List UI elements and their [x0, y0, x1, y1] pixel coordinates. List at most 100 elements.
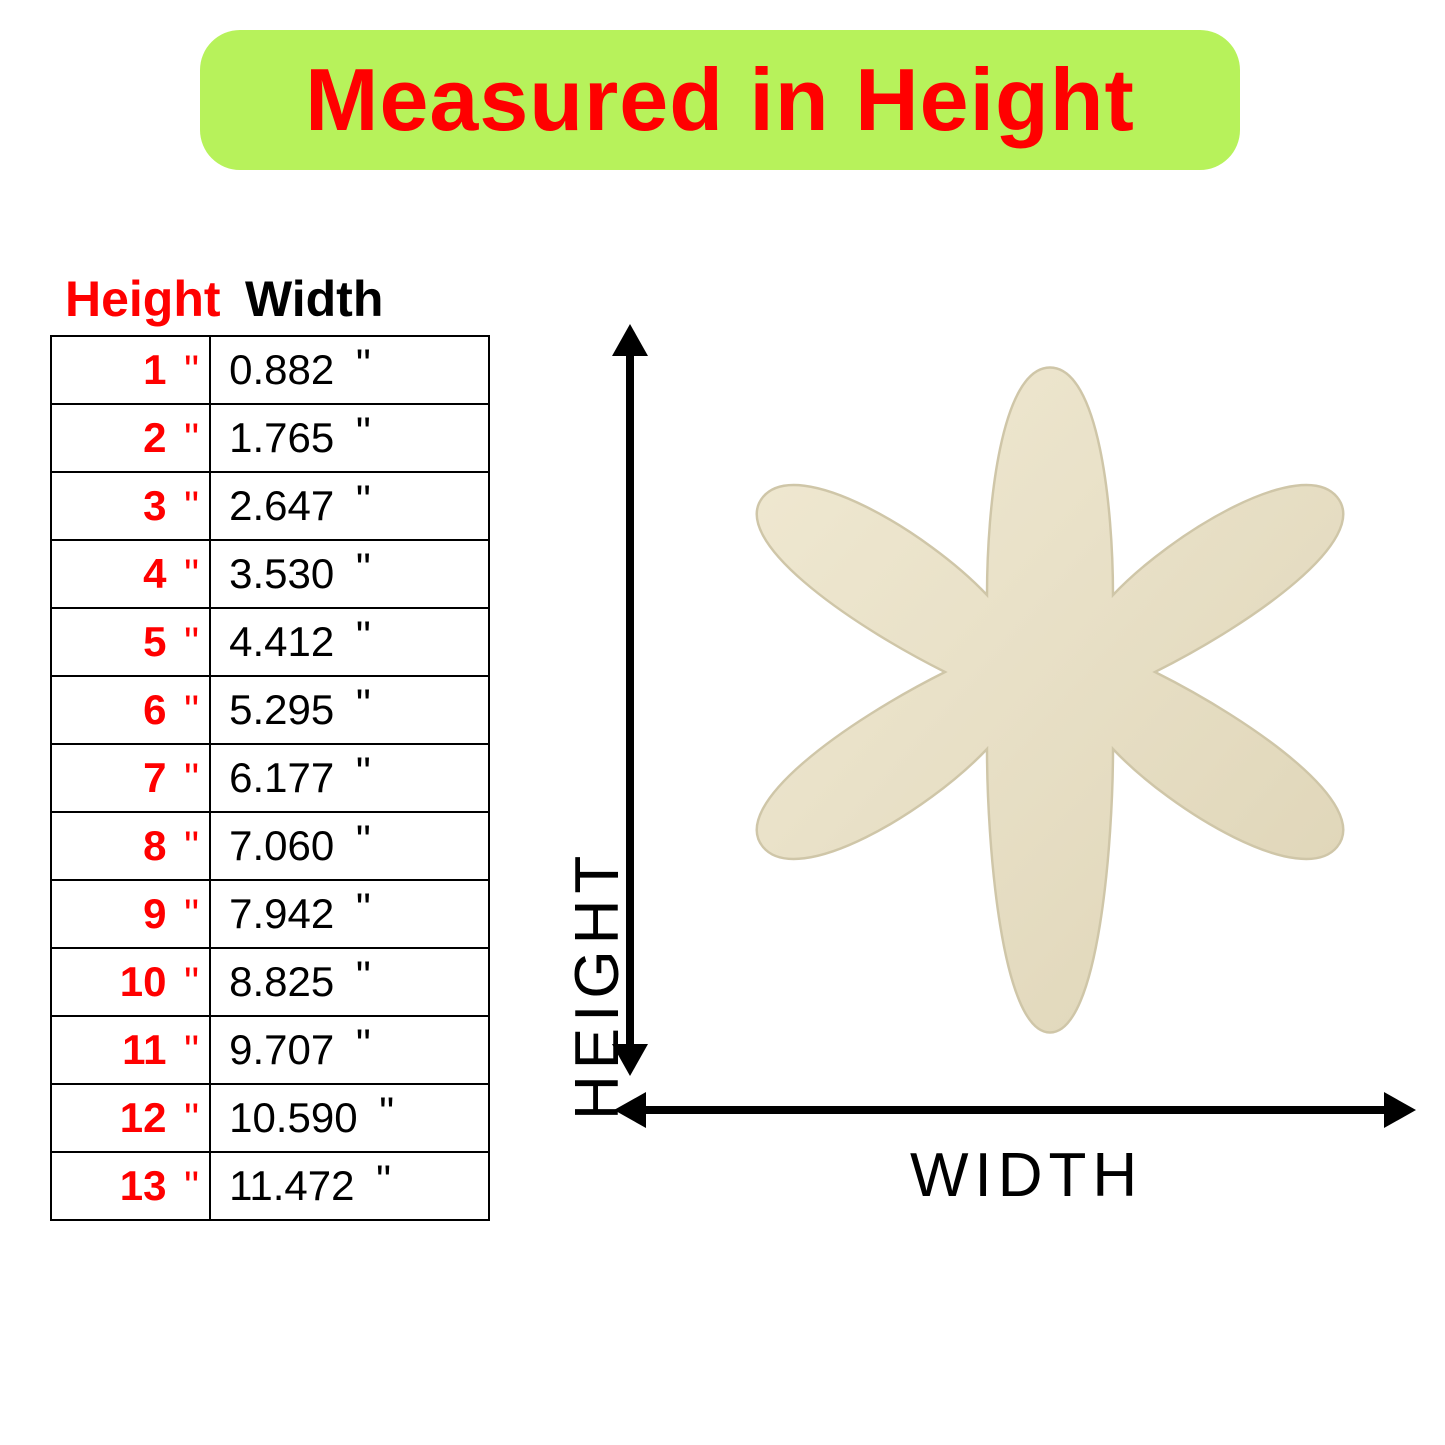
height-value: 3	[143, 482, 166, 529]
height-value: 4	[143, 550, 166, 597]
table-row: 10 "8.825 "	[51, 948, 489, 1016]
height-cell: 13 "	[51, 1152, 210, 1220]
unit-mark: "	[334, 340, 371, 387]
table-row: 8 "7.060 "	[51, 812, 489, 880]
width-value: 6.177	[229, 754, 334, 801]
height-value: 5	[143, 618, 166, 665]
title-banner: Measured in Height	[200, 30, 1240, 170]
arrow-tip-right-icon	[1384, 1092, 1416, 1128]
height-cell: 1 "	[51, 336, 210, 404]
width-cell: 3.530 "	[210, 540, 489, 608]
height-value: 13	[120, 1162, 167, 1209]
width-cell: 11.472 "	[210, 1152, 489, 1220]
width-value: 1.765	[229, 414, 334, 461]
width-value: 11.472	[229, 1162, 354, 1209]
height-value: 7	[143, 754, 166, 801]
width-cell: 10.590 "	[210, 1084, 489, 1152]
width-cell: 2.647 "	[210, 472, 489, 540]
width-cell: 9.707 "	[210, 1016, 489, 1084]
height-cell: 12 "	[51, 1084, 210, 1152]
unit-mark: "	[167, 346, 200, 393]
width-value: 2.647	[229, 482, 334, 529]
width-value: 10.590	[229, 1094, 357, 1141]
unit-mark: "	[167, 822, 200, 869]
product-shape-flower-icon	[700, 350, 1400, 1050]
height-cell: 3 "	[51, 472, 210, 540]
unit-mark: "	[334, 408, 371, 455]
height-value: 2	[143, 414, 166, 461]
height-value: 10	[120, 958, 167, 1005]
unit-mark: "	[334, 680, 371, 727]
height-value: 12	[120, 1094, 167, 1141]
table-header-width: Width	[245, 270, 383, 328]
unit-mark: "	[334, 476, 371, 523]
table-row: 1 "0.882 "	[51, 336, 489, 404]
size-table-body: 1 "0.882 "2 "1.765 "3 "2.647 "4 "3.530 "…	[51, 336, 489, 1220]
unit-mark: "	[167, 1026, 200, 1073]
table-row: 7 "6.177 "	[51, 744, 489, 812]
table-row: 6 "5.295 "	[51, 676, 489, 744]
height-label: HEIGHT	[562, 850, 633, 1120]
width-value: 3.530	[229, 550, 334, 597]
unit-mark: "	[167, 1094, 200, 1141]
width-cell: 7.942 "	[210, 880, 489, 948]
unit-mark: "	[167, 550, 200, 597]
unit-mark: "	[334, 1020, 371, 1067]
width-value: 9.707	[229, 1026, 334, 1073]
height-cell: 9 "	[51, 880, 210, 948]
unit-mark: "	[167, 686, 200, 733]
unit-mark: "	[334, 952, 371, 999]
unit-mark: "	[167, 754, 200, 801]
height-cell: 10 "	[51, 948, 210, 1016]
table-header-height: Height	[65, 270, 221, 328]
width-value: 8.825	[229, 958, 334, 1005]
size-table: 1 "0.882 "2 "1.765 "3 "2.647 "4 "3.530 "…	[50, 335, 490, 1221]
height-value: 9	[143, 890, 166, 937]
height-cell: 11 "	[51, 1016, 210, 1084]
unit-mark: "	[167, 618, 200, 665]
width-cell: 8.825 "	[210, 948, 489, 1016]
height-cell: 2 "	[51, 404, 210, 472]
table-row: 9 "7.942 "	[51, 880, 489, 948]
title-text: Measured in Height	[305, 49, 1135, 151]
height-cell: 4 "	[51, 540, 210, 608]
width-arrow	[620, 1100, 1410, 1120]
height-value: 11	[122, 1026, 166, 1073]
width-label: WIDTH	[910, 1140, 1143, 1211]
width-cell: 5.295 "	[210, 676, 489, 744]
table-row: 13 "11.472 "	[51, 1152, 489, 1220]
table-row: 11 "9.707 "	[51, 1016, 489, 1084]
width-cell: 1.765 "	[210, 404, 489, 472]
table-row: 5 "4.412 "	[51, 608, 489, 676]
unit-mark: "	[167, 890, 200, 937]
size-chart-page: Measured in Height Height Width 1 "0.882…	[0, 0, 1445, 1445]
width-value: 7.942	[229, 890, 334, 937]
height-cell: 5 "	[51, 608, 210, 676]
height-cell: 6 "	[51, 676, 210, 744]
unit-mark: "	[334, 544, 371, 591]
table-row: 12 "10.590 "	[51, 1084, 489, 1152]
height-value: 8	[143, 822, 166, 869]
width-cell: 7.060 "	[210, 812, 489, 880]
height-value: 6	[143, 686, 166, 733]
height-cell: 7 "	[51, 744, 210, 812]
table-row: 4 "3.530 "	[51, 540, 489, 608]
dimension-diagram: HEIGHT WIDTH	[560, 330, 1430, 1250]
width-value: 0.882	[229, 346, 334, 393]
width-cell: 4.412 "	[210, 608, 489, 676]
unit-mark: "	[167, 482, 200, 529]
arrow-shaft-horizontal	[638, 1106, 1392, 1114]
unit-mark: "	[334, 612, 371, 659]
table-row: 2 "1.765 "	[51, 404, 489, 472]
unit-mark: "	[167, 414, 200, 461]
width-cell: 0.882 "	[210, 336, 489, 404]
height-cell: 8 "	[51, 812, 210, 880]
width-value: 7.060	[229, 822, 334, 869]
width-cell: 6.177 "	[210, 744, 489, 812]
unit-mark: "	[334, 884, 371, 931]
table-row: 3 "2.647 "	[51, 472, 489, 540]
unit-mark: "	[358, 1088, 395, 1135]
unit-mark: "	[354, 1156, 391, 1203]
unit-mark: "	[334, 748, 371, 795]
width-value: 5.295	[229, 686, 334, 733]
